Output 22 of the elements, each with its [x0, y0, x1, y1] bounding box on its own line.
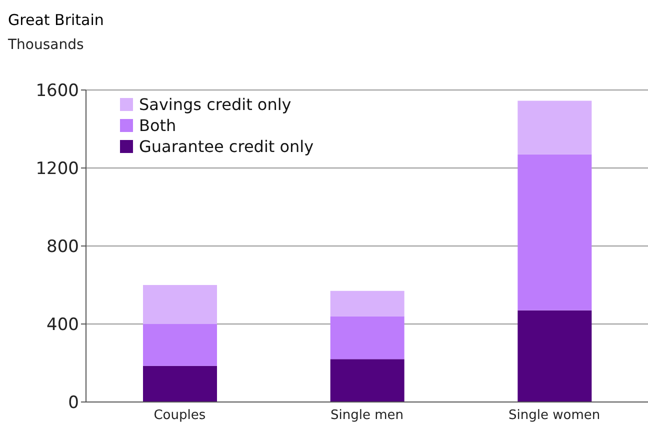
y-tick-label: 800: [46, 237, 79, 258]
y-tick-label: 0: [68, 393, 79, 414]
x-tick-label: Couples: [154, 408, 206, 424]
y-tick-label: 400: [46, 315, 79, 336]
chart-subtitle: Thousands: [8, 36, 85, 55]
bar: [143, 324, 217, 366]
legend-label: Both: [139, 115, 176, 136]
bar: [518, 154, 592, 310]
bar: [330, 359, 404, 402]
bar: [518, 310, 592, 402]
y-tick-label: 1200: [36, 159, 79, 180]
bar: [143, 366, 217, 402]
bar: [518, 100, 592, 154]
y-tick-label: 1600: [36, 81, 79, 102]
x-tick-label: Single women: [508, 408, 600, 424]
bar: [330, 316, 404, 360]
legend-label: Guarantee credit only: [139, 136, 314, 157]
bar: [330, 290, 404, 316]
chart-title: Great Britain: [8, 10, 105, 31]
bar: [143, 285, 217, 324]
x-tick-label: Single men: [330, 408, 404, 424]
legend-label: Savings credit only: [139, 94, 292, 115]
